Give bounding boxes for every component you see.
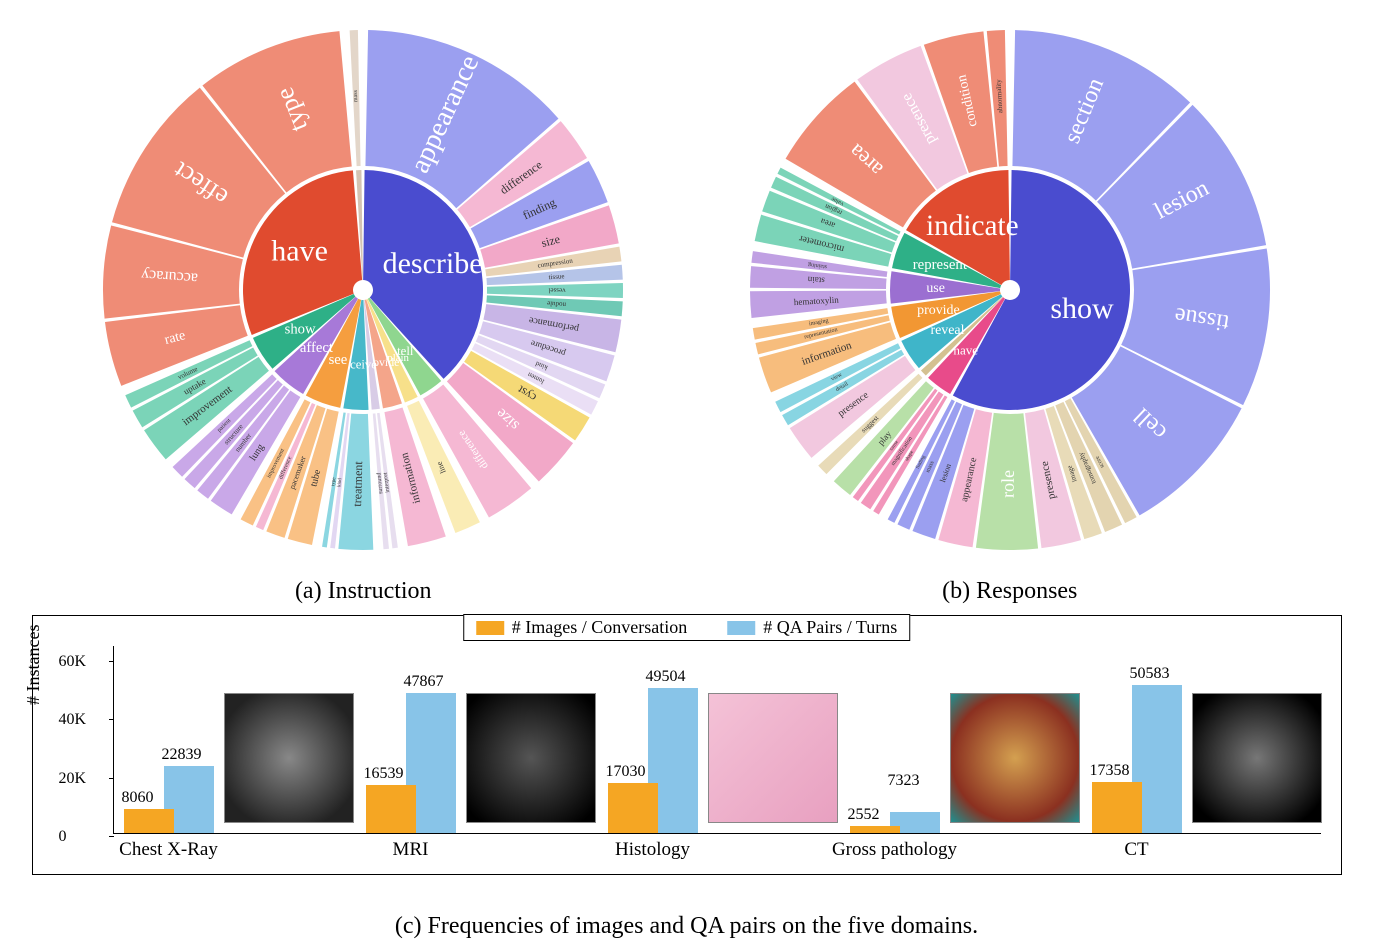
y-axis-label: # Instances — [23, 625, 44, 705]
legend-label-qa: # QA Pairs / Turns — [763, 617, 897, 638]
thumbnail-xray — [224, 693, 354, 823]
bars-area: 020K40K60K806022839Chest X-Ray1653947867… — [113, 646, 1321, 834]
caption-b: (b) Responses — [730, 578, 1290, 605]
outer-label-role: role — [997, 470, 1017, 498]
xtick-Gross pathology: Gross pathology — [795, 839, 995, 861]
sunburst-b-wrap: showsectionlesiontissuecellscoretomograp… — [730, 10, 1290, 605]
bar-images-Chest X-Ray — [124, 809, 174, 833]
legend: # Images / Conversation # QA Pairs / Tur… — [463, 614, 911, 641]
legend-swatch-qa — [727, 621, 755, 635]
caption-a: (a) Instruction — [83, 578, 643, 605]
outer-label-tissue: tissue — [549, 272, 565, 281]
outer-label-stain: stain — [807, 275, 825, 286]
inner-label-reveal: reveal — [930, 323, 964, 338]
bar-images-CT — [1092, 782, 1142, 833]
thumbnail-histology — [708, 693, 838, 823]
legend-swatch-images — [476, 621, 504, 635]
inner-label-use: use — [926, 281, 945, 296]
value-images-Chest X-Ray: 8060 — [122, 789, 154, 807]
ytick-label: 0 — [59, 828, 67, 846]
thumbnail-mri — [466, 693, 596, 823]
xtick-CT: CT — [1037, 839, 1237, 861]
inner-label-indicate: indicate — [926, 210, 1019, 242]
xtick-Chest X-Ray: Chest X-Ray — [69, 839, 269, 861]
outer-label-suggest: suggest — [859, 414, 880, 434]
outer-label-type: type — [331, 476, 337, 486]
bar-images-Histology — [608, 783, 658, 833]
inner-label-have: have — [953, 342, 978, 357]
inner-label-show: show — [1050, 292, 1114, 325]
outer-label-mass: mass — [353, 89, 359, 102]
inner-label-describe: describe — [383, 247, 483, 280]
sunburst-a-wrap: describeappearancedifferencefindingsizec… — [83, 10, 643, 605]
value-images-Gross pathology: 2552 — [848, 806, 880, 824]
ytick-mark — [109, 719, 114, 720]
value-images-CT: 17358 — [1090, 762, 1130, 780]
ytick-label: 20K — [59, 770, 87, 788]
outer-label-nodule: nodule — [547, 299, 567, 308]
ytick-mark — [109, 778, 114, 779]
outer-label-vessel: vessel — [549, 286, 566, 294]
bar-chart: # Images / Conversation # QA Pairs / Tur… — [32, 615, 1342, 875]
sunburst-row: describeappearancedifferencefindingsizec… — [0, 0, 1373, 605]
outer-label-interpret: interpret — [383, 472, 392, 493]
ytick-label: 60K — [59, 653, 87, 671]
value-images-Histology: 17030 — [606, 763, 646, 781]
value-qa-CT: 50583 — [1130, 665, 1170, 683]
inner-label-affect: affect — [300, 340, 333, 356]
figure-root: describeappearancedifferencefindingsizec… — [0, 0, 1373, 942]
xtick-Histology: Histology — [553, 839, 753, 861]
ytick-mark — [109, 836, 114, 837]
inner-label-provide: provide — [917, 303, 960, 318]
value-qa-Chest X-Ray: 22839 — [162, 746, 202, 764]
inner-label-have: have — [272, 235, 329, 268]
legend-item-images: # Images / Conversation — [476, 617, 687, 638]
inner-label-show: show — [285, 322, 316, 338]
outer-label-kind: kind — [338, 477, 344, 487]
value-qa-Histology: 49504 — [646, 668, 686, 686]
ytick-mark — [109, 661, 114, 662]
sunburst-responses: showsectionlesiontissuecellscoretomograp… — [730, 10, 1290, 570]
value-qa-Gross pathology: 7323 — [888, 772, 920, 790]
ytick-label: 40K — [59, 711, 87, 729]
legend-item-qa: # QA Pairs / Turns — [727, 617, 897, 638]
bar-images-MRI — [366, 785, 416, 833]
value-qa-MRI: 47867 — [404, 673, 444, 691]
thumbnail-ct — [1192, 693, 1322, 823]
outer-label-treatment: treatment — [350, 460, 365, 506]
bar-images-Gross pathology — [850, 826, 900, 833]
legend-label-images: # Images / Conversation — [512, 617, 687, 638]
thumbnail-gross — [950, 693, 1080, 823]
sunburst-instruction: describeappearancedifferencefindingsizec… — [83, 10, 643, 570]
xtick-MRI: MRI — [311, 839, 511, 861]
value-images-MRI: 16539 — [364, 765, 404, 783]
caption-c: (c) Frequencies of images and QA pairs o… — [0, 913, 1373, 940]
